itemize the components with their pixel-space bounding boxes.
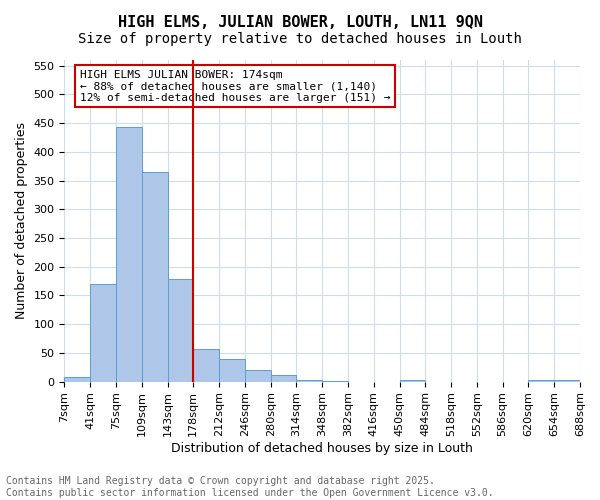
Bar [271, 376, 296, 382]
Bar [167, 280, 193, 382]
Bar [219, 358, 245, 382]
Y-axis label: Number of detached properties: Number of detached properties [15, 122, 28, 320]
Text: Size of property relative to detached houses in Louth: Size of property relative to detached ho… [78, 32, 522, 46]
Bar [322, 381, 348, 382]
Bar [529, 380, 554, 382]
Bar [142, 172, 167, 382]
Bar [245, 370, 271, 382]
Text: Contains HM Land Registry data © Crown copyright and database right 2025.
Contai: Contains HM Land Registry data © Crown c… [6, 476, 494, 498]
Bar [193, 349, 219, 382]
Bar [400, 380, 425, 382]
Bar [64, 377, 90, 382]
Bar [554, 380, 580, 382]
Bar [116, 127, 142, 382]
Text: HIGH ELMS JULIAN BOWER: 174sqm
← 88% of detached houses are smaller (1,140)
12% : HIGH ELMS JULIAN BOWER: 174sqm ← 88% of … [80, 70, 391, 103]
X-axis label: Distribution of detached houses by size in Louth: Distribution of detached houses by size … [171, 442, 473, 455]
Bar [90, 284, 116, 382]
Text: HIGH ELMS, JULIAN BOWER, LOUTH, LN11 9QN: HIGH ELMS, JULIAN BOWER, LOUTH, LN11 9QN [118, 15, 482, 30]
Bar [296, 380, 322, 382]
